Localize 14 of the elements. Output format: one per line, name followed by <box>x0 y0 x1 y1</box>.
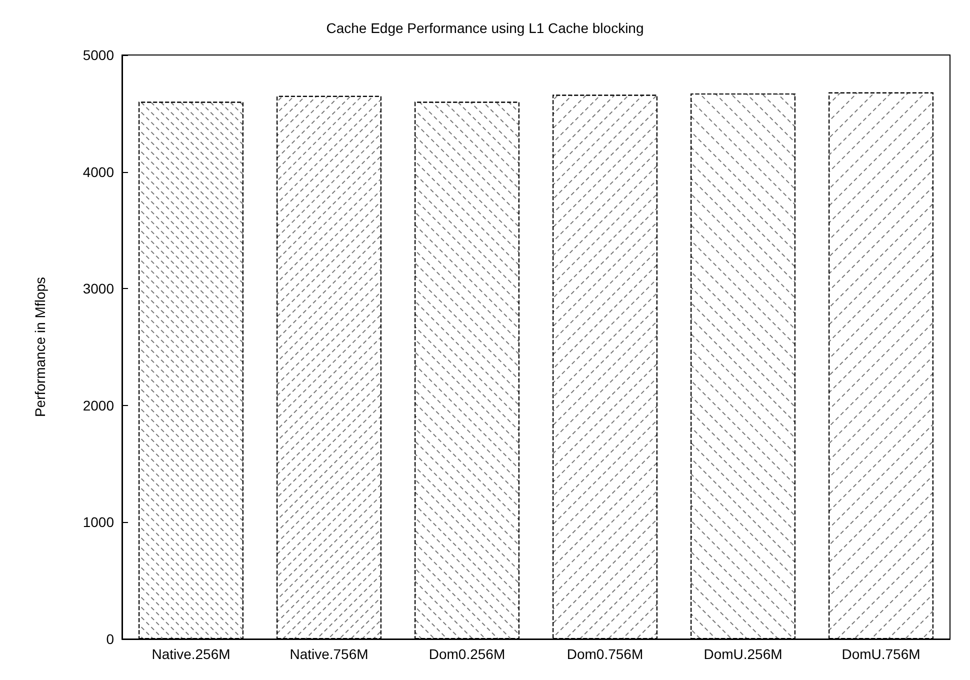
y-axis-title: Performance in Mflops <box>32 276 48 418</box>
x-tick-label: DomU.756M <box>842 646 920 662</box>
y-tick-label: 5000 <box>82 47 114 63</box>
y-tick-label: 0 <box>106 631 114 647</box>
x-tick-label: Native.756M <box>290 646 368 662</box>
chart-title: Cache Edge Performance using L1 Cache blocking <box>326 20 644 36</box>
x-tick-label: DomU.256M <box>704 646 782 662</box>
y-tick-label: 3000 <box>82 280 114 297</box>
y-tick-label: 4000 <box>82 164 114 180</box>
x-tick-label: Native.256M <box>152 646 230 662</box>
y-tick-label: 2000 <box>82 397 114 414</box>
x-tick-label: Dom0.256M <box>428 646 506 662</box>
x-tick-label: Dom0.756M <box>566 646 644 662</box>
y-tick-label: 1000 <box>82 514 114 530</box>
